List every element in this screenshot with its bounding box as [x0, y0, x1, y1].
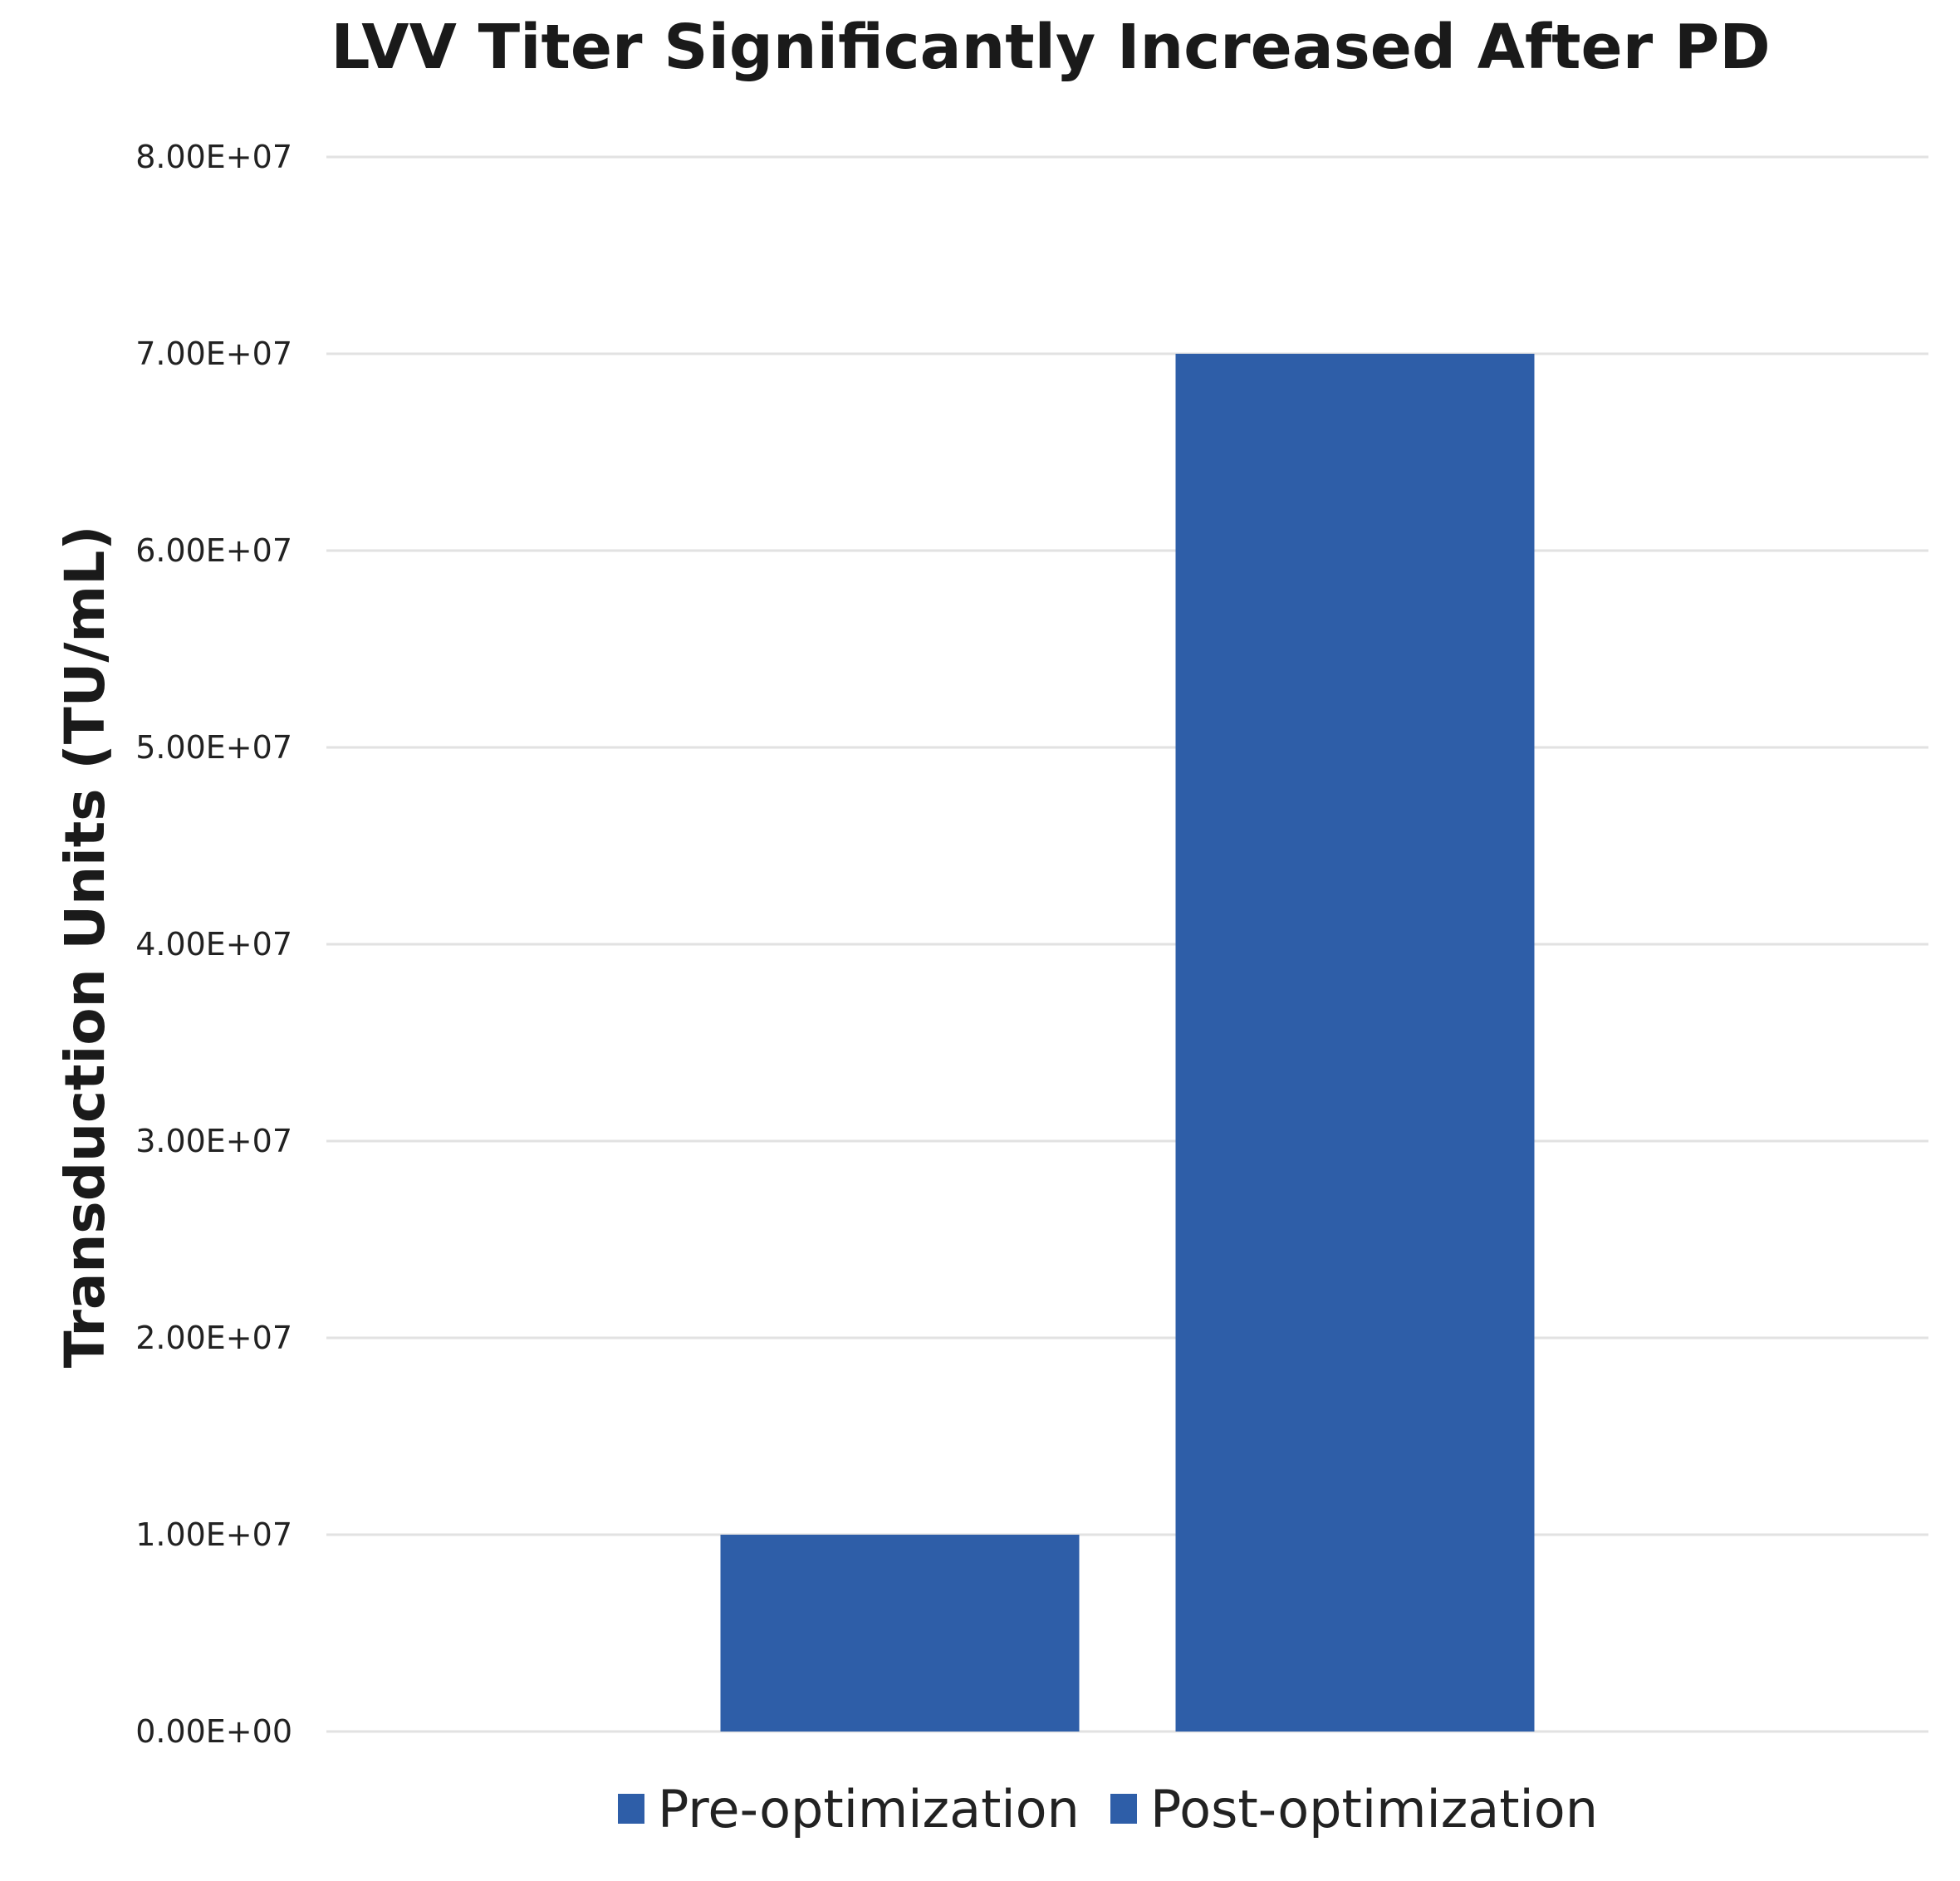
y-tick-label: 2.00E+07 — [135, 1320, 292, 1356]
chart-title: LVV Titer Significantly Increased After … — [331, 12, 1770, 83]
legend: Pre-optimization Post-optimization — [618, 1779, 1598, 1839]
legend-swatch — [618, 1794, 644, 1824]
y-axis-label: Transduction Units (TU/mL) — [53, 526, 117, 1369]
y-tick-label: 0.00E+00 — [135, 1713, 292, 1750]
y-tick-label: 4.00E+07 — [135, 926, 292, 963]
bars — [720, 354, 1535, 1732]
bar-pre-optimization — [720, 1535, 1080, 1732]
y-tick-label: 7.00E+07 — [135, 336, 292, 372]
y-tick-label: 8.00E+07 — [135, 139, 292, 175]
gridlines — [326, 155, 1928, 1733]
y-tick-label: 6.00E+07 — [135, 532, 292, 569]
y-tick-label: 1.00E+07 — [135, 1516, 292, 1553]
legend-label: Post-optimization — [1150, 1779, 1598, 1839]
y-axis-ticks: 0.00E+00 1.00E+07 2.00E+07 3.00E+07 4.00E+07… — [135, 139, 292, 1750]
bar-post-optimization — [1175, 354, 1535, 1732]
legend-swatch — [1110, 1794, 1137, 1824]
y-tick-label: 3.00E+07 — [135, 1123, 292, 1159]
y-tick-label: 5.00E+07 — [135, 729, 292, 766]
legend-label: Pre-optimization — [658, 1779, 1080, 1839]
